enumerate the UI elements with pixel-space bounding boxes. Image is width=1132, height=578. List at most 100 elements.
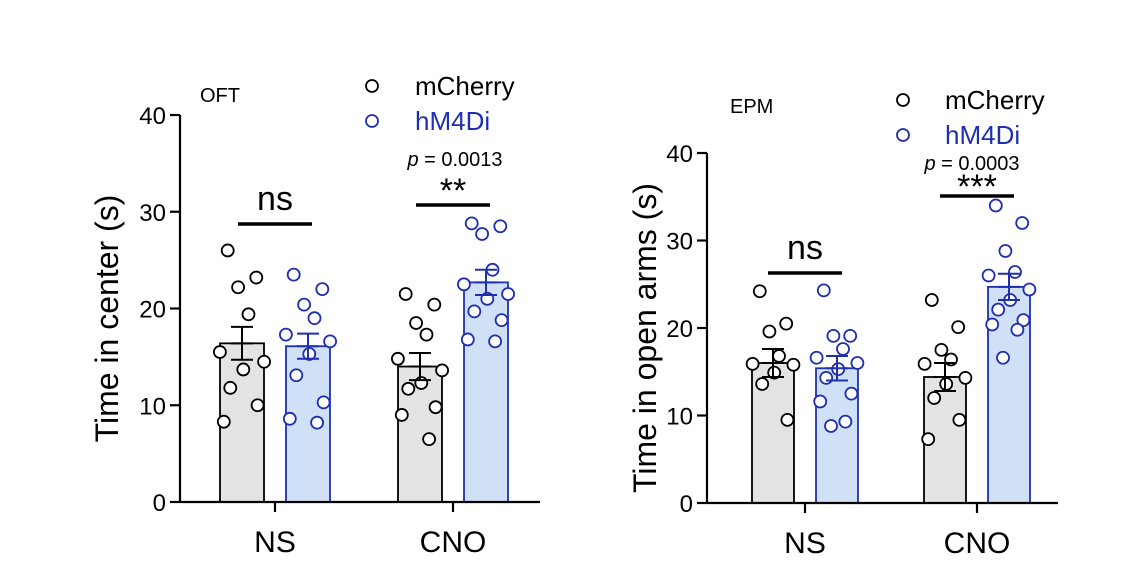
point-mcherry-ns	[257, 354, 272, 369]
legend-marker-mcherry	[365, 79, 379, 93]
point-mcherry-cno	[428, 400, 443, 415]
legend: mCherry hM4Di	[365, 71, 515, 136]
comparison-ns: ns	[238, 180, 312, 226]
point-hm4di-ns	[813, 394, 828, 409]
point-hm4di-cno	[988, 198, 1003, 213]
point-hm4di-ns	[824, 419, 838, 433]
point-mcherry-ns	[755, 377, 770, 391]
point-hm4di-ns	[307, 311, 322, 326]
y-axis-label: Time in center (s)	[89, 195, 125, 443]
point-mcherry-cno	[924, 293, 939, 307]
panel-epm: 0 10 20 30 40 NS CNO Time in open arms (s) EPM mC…	[627, 85, 1058, 560]
point-mcherry-cno	[958, 370, 973, 385]
y-tick-label: 40	[139, 103, 166, 130]
point-mcherry-cno	[401, 381, 416, 396]
legend-marker-hm4di	[365, 114, 379, 128]
legend-label-hm4di: hM4Di	[415, 106, 490, 136]
point-mcherry-cno	[435, 363, 450, 378]
point-hm4di-ns	[289, 368, 304, 383]
point-mcherry-cno	[419, 327, 434, 342]
point-hm4di-cno	[991, 302, 1006, 317]
point-hm4di-cno	[493, 219, 508, 234]
point-mcherry-ns	[780, 412, 795, 427]
y-tick-label: 40	[666, 141, 693, 168]
y-tick-label: 30	[666, 229, 693, 256]
x-tick-label-cno: CNO	[944, 527, 1011, 560]
x-tick-label-ns: NS	[254, 526, 296, 559]
significance-stars: ***	[957, 168, 997, 206]
point-mcherry-ns	[236, 362, 251, 377]
point-mcherry-cno	[952, 412, 967, 427]
point-mcherry-ns	[241, 307, 256, 322]
panel-oft: 0 10 20 30 40 NS CNO Time in center (s) OFT mCher…	[89, 71, 540, 559]
legend-marker-hm4di	[896, 128, 910, 142]
ns-label: ns	[787, 229, 823, 267]
point-mcherry-ns	[745, 356, 760, 371]
point-hm4di-cno	[1022, 282, 1037, 297]
y-axis-label: Time in open arms (s)	[627, 183, 663, 493]
panel-title: EPM	[730, 96, 773, 118]
point-hm4di-cno	[475, 227, 490, 241]
point-hm4di-ns	[316, 395, 331, 410]
point-hm4di-ns	[809, 350, 824, 365]
point-mcherry-ns	[762, 324, 777, 339]
point-mcherry-ns	[231, 280, 246, 295]
error-bar-mcherry-cno	[409, 352, 431, 382]
point-hm4di-cno	[985, 317, 1000, 332]
point-mcherry-cno	[927, 391, 942, 405]
point-hm4di-cno	[1015, 216, 1030, 230]
point-mcherry-ns	[767, 365, 782, 380]
point-hm4di-cno	[460, 332, 475, 347]
y-tick-label: 10	[139, 393, 166, 420]
point-hm4di-ns	[850, 356, 865, 370]
point-hm4di-cno	[1008, 265, 1022, 279]
error-bar-hm4di-cno	[475, 268, 497, 296]
point-hm4di-ns	[844, 386, 859, 401]
ns-label: ns	[257, 180, 293, 218]
point-mcherry-cno	[921, 432, 936, 447]
point-hm4di-cno	[464, 216, 479, 231]
x-tick-label-ns: NS	[784, 527, 826, 560]
y-tick-label: 20	[666, 316, 693, 343]
point-hm4di-ns	[282, 411, 297, 426]
point-hm4di-cno	[1016, 313, 1031, 328]
y-tick-label: 10	[666, 404, 693, 431]
point-hm4di-ns	[843, 328, 858, 343]
error-bar-hm4di-ns	[297, 332, 319, 360]
point-mcherry-ns	[772, 349, 786, 363]
p-value-label: p = 0.0003	[923, 153, 1019, 175]
point-mcherry-ns	[786, 357, 801, 372]
point-hm4di-ns	[819, 370, 834, 385]
point-mcherry-cno	[414, 376, 429, 390]
error-bar-mcherry-ns	[231, 325, 253, 361]
point-mcherry-cno	[917, 356, 932, 371]
point-hm4di-ns	[315, 282, 330, 297]
point-mcherry-cno	[390, 351, 405, 366]
point-mcherry-ns	[212, 345, 227, 359]
point-hm4di-ns	[302, 347, 317, 361]
point-mcherry-ns	[779, 316, 794, 331]
point-hm4di-ns	[838, 414, 853, 429]
point-hm4di-ns	[297, 297, 312, 312]
point-hm4di-cno	[981, 268, 996, 283]
y-tick-label: 0	[680, 491, 693, 518]
point-hm4di-cno	[494, 313, 509, 328]
point-mcherry-ns	[216, 414, 231, 429]
point-mcherry-ns	[220, 243, 235, 258]
point-hm4di-cno	[996, 350, 1010, 365]
legend-marker-mcherry	[896, 93, 910, 107]
point-mcherry-ns	[249, 270, 264, 285]
point-hm4di-cno	[456, 277, 471, 292]
p-value-label: p = 0.0013	[406, 149, 502, 171]
panel-title: OFT	[200, 85, 240, 107]
point-mcherry-ns	[223, 380, 238, 395]
legend-label-mcherry: mCherry	[945, 85, 1045, 115]
point-hm4di-ns	[278, 327, 293, 342]
point-hm4di-cno	[488, 334, 503, 349]
comparison-cno: ***p = 0.0003	[923, 153, 1019, 206]
point-mcherry-cno	[409, 316, 424, 330]
point-mcherry-ns	[752, 284, 767, 299]
y-tick-label: 20	[139, 297, 166, 324]
y-tick-label: 0	[153, 490, 166, 517]
legend: mCherry hM4Di	[896, 85, 1045, 150]
